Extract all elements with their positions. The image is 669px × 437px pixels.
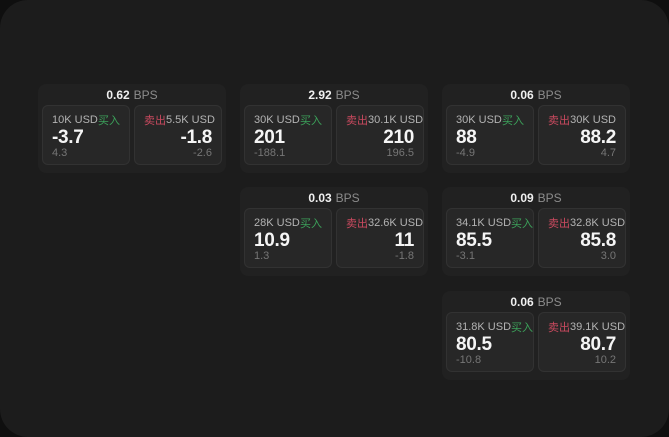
buy-notional: 10K USD bbox=[52, 114, 98, 126]
buy-price: 80.5 bbox=[456, 334, 492, 355]
bps-unit-label: BPS bbox=[537, 190, 562, 205]
sell-price: 210 bbox=[383, 127, 414, 148]
buy-price: 201 bbox=[254, 127, 285, 148]
sell-tag: 卖出 bbox=[346, 218, 368, 230]
bps-unit-label: BPS bbox=[335, 190, 360, 205]
buy-price: 10.9 bbox=[254, 230, 290, 251]
buy-price: 85.5 bbox=[456, 230, 492, 251]
buy-tag: 买入 bbox=[511, 218, 534, 230]
buy-price: -3.7 bbox=[52, 127, 84, 148]
buy-tag: 买入 bbox=[300, 218, 322, 230]
quote-card: 0.09 BPS 34.1K USD 买入 85.5 -3.1 卖出 32.8K… bbox=[442, 187, 630, 276]
bps-value: 2.92 bbox=[308, 87, 332, 102]
sell-price: 88.2 bbox=[580, 127, 616, 148]
sell-notional: 5.5K USD bbox=[166, 114, 215, 126]
sell-change: 196.5 bbox=[386, 147, 414, 159]
buy-change: -10.8 bbox=[456, 354, 482, 366]
buy-panel[interactable]: 30K USD 买入 88 -4.9 bbox=[446, 105, 534, 165]
quote-card: 2.92 BPS 30K USD 买入 201 -188.1 卖出 30.1K … bbox=[240, 84, 428, 173]
buy-notional: 30K USD bbox=[254, 114, 300, 126]
sell-panel[interactable]: 卖出 32.6K USD 11 -1.8 bbox=[336, 208, 424, 268]
sell-change: -1.8 bbox=[395, 250, 414, 262]
buy-panel[interactable]: 10K USD 买入 -3.7 4.3 bbox=[42, 105, 130, 165]
sell-panel[interactable]: 卖出 5.5K USD -1.8 -2.6 bbox=[134, 105, 222, 165]
buy-change: 1.3 bbox=[254, 250, 270, 262]
quote-card: 0.06 BPS 30K USD 买入 88 -4.9 卖出 30K USD 8… bbox=[442, 84, 630, 173]
bps-header: 0.06 BPS bbox=[442, 84, 630, 105]
quote-card: 0.03 BPS 28K USD 买入 10.9 1.3 卖出 32.6K US… bbox=[240, 187, 428, 276]
buy-panel[interactable]: 34.1K USD 买入 85.5 -3.1 bbox=[446, 208, 534, 268]
buy-panel[interactable]: 30K USD 买入 201 -188.1 bbox=[244, 105, 332, 165]
buy-tag: 买入 bbox=[502, 115, 524, 127]
sell-change: 3.0 bbox=[600, 250, 616, 262]
sell-price: -1.8 bbox=[180, 127, 212, 148]
buy-tag: 买入 bbox=[511, 322, 534, 334]
buy-notional: 30K USD bbox=[456, 114, 502, 126]
sell-panel[interactable]: 卖出 39.1K USD 80.7 10.2 bbox=[538, 312, 626, 372]
sell-change: 4.7 bbox=[600, 147, 616, 159]
sell-tag: 卖出 bbox=[346, 115, 368, 127]
bps-value: 0.62 bbox=[106, 87, 130, 102]
sell-change: 10.2 bbox=[594, 354, 616, 366]
sell-notional: 32.6K USD bbox=[368, 217, 424, 229]
sell-notional: 32.8K USD bbox=[570, 217, 626, 229]
sell-tag: 卖出 bbox=[548, 322, 570, 334]
bps-unit-label: BPS bbox=[537, 294, 562, 309]
bps-unit-label: BPS bbox=[133, 87, 158, 102]
bps-value: 0.03 bbox=[308, 190, 332, 205]
sell-notional: 30.1K USD bbox=[368, 114, 424, 126]
quote-card: 0.06 BPS 31.8K USD 买入 80.5 -10.8 卖出 39.1… bbox=[442, 291, 630, 380]
buy-change: -3.1 bbox=[456, 250, 475, 262]
buy-notional: 28K USD bbox=[254, 217, 300, 229]
bps-header: 0.09 BPS bbox=[442, 187, 630, 208]
sell-notional: 39.1K USD bbox=[570, 321, 626, 333]
bps-unit-label: BPS bbox=[335, 87, 360, 102]
bps-header: 0.62 BPS bbox=[38, 84, 226, 105]
buy-change: -188.1 bbox=[254, 147, 286, 159]
buy-price: 88 bbox=[456, 127, 477, 148]
sell-panel[interactable]: 卖出 30K USD 88.2 4.7 bbox=[538, 105, 626, 165]
sell-price: 11 bbox=[394, 230, 415, 251]
bps-header: 2.92 BPS bbox=[240, 84, 428, 105]
sell-change: -2.6 bbox=[193, 147, 212, 159]
sell-price: 80.7 bbox=[580, 334, 616, 355]
buy-tag: 买入 bbox=[300, 115, 322, 127]
sell-price: 85.8 bbox=[580, 230, 616, 251]
bps-value: 0.09 bbox=[510, 190, 534, 205]
buy-panel[interactable]: 28K USD 买入 10.9 1.3 bbox=[244, 208, 332, 268]
bps-header: 0.06 BPS bbox=[442, 291, 630, 312]
sell-notional: 30K USD bbox=[570, 114, 616, 126]
sell-tag: 卖出 bbox=[548, 115, 570, 127]
bps-unit-label: BPS bbox=[537, 87, 562, 102]
bps-header: 0.03 BPS bbox=[240, 187, 428, 208]
buy-change: 4.3 bbox=[52, 147, 68, 159]
bps-value: 0.06 bbox=[510, 294, 534, 309]
sell-tag: 卖出 bbox=[548, 218, 570, 230]
buy-tag: 买入 bbox=[98, 115, 120, 127]
buy-notional: 31.8K USD bbox=[456, 321, 512, 333]
buy-change: -4.9 bbox=[456, 147, 475, 159]
bps-value: 0.06 bbox=[510, 87, 534, 102]
buy-notional: 34.1K USD bbox=[456, 217, 512, 229]
buy-panel[interactable]: 31.8K USD 买入 80.5 -10.8 bbox=[446, 312, 534, 372]
quote-card: 0.62 BPS 10K USD 买入 -3.7 4.3 卖出 5.5K USD… bbox=[38, 84, 226, 173]
sell-panel[interactable]: 卖出 30.1K USD 210 196.5 bbox=[336, 105, 424, 165]
sell-panel[interactable]: 卖出 32.8K USD 85.8 3.0 bbox=[538, 208, 626, 268]
sell-tag: 卖出 bbox=[144, 115, 166, 127]
